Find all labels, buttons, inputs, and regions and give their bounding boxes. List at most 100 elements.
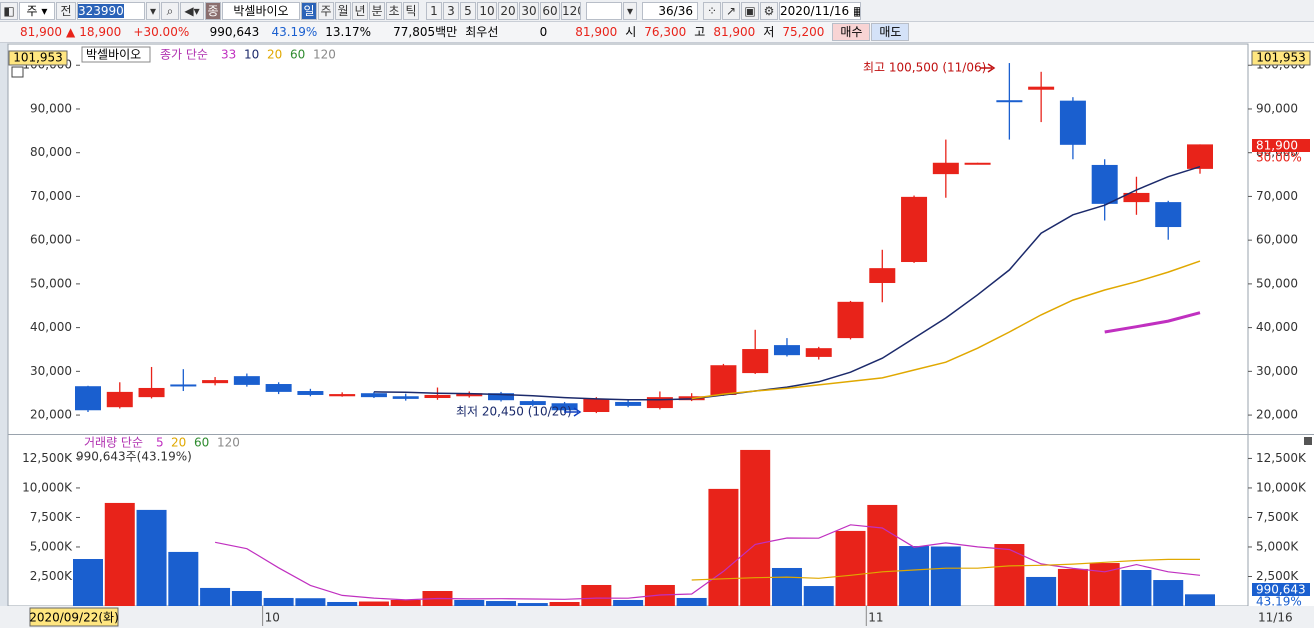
candle-body [1059, 100, 1086, 145]
volume-bar [1185, 594, 1215, 606]
legend-entry: 120 [313, 48, 336, 62]
candle-body [805, 348, 832, 357]
y-tick-label: 60,000 [30, 233, 72, 247]
code-dropdown[interactable]: ▾ [146, 1, 160, 20]
cursor-date-box [29, 607, 119, 627]
save-icon[interactable]: ▣ [741, 1, 759, 20]
volume-bar [358, 601, 389, 606]
sell-button[interactable]: 매도 [871, 23, 910, 41]
candle-body [1187, 144, 1213, 169]
change-tag: 30.00% [1256, 151, 1302, 165]
candle-body [456, 393, 483, 397]
blank-select[interactable] [586, 1, 622, 20]
period-button[interactable]: 일 [301, 1, 317, 20]
y-tick-label: 70,000 [30, 189, 72, 203]
stock-title: 박셀바이오 [86, 48, 141, 62]
y-tick-label: 20,000 [1256, 408, 1298, 422]
period-button[interactable]: 주 [318, 1, 334, 20]
low-annotation: 최저 20,450 (10/20) [456, 405, 572, 419]
interval-button[interactable]: 10 [477, 1, 497, 20]
volume-bar [708, 488, 739, 606]
candle-body [710, 365, 737, 395]
legend-entry: 60 [290, 48, 305, 62]
candle-body [233, 376, 260, 385]
code-input[interactable]: 323990 [77, 1, 145, 20]
volume-ratio: 43.19% [271, 25, 318, 39]
volume-panel: 2,500K 2,500K 5,000K 5,000K 7,500K 7,500K 10,0… [22, 436, 1307, 606]
interval-button[interactable]: 5 [460, 1, 476, 20]
volume-bar [327, 601, 358, 606]
y-tick-label: 30,000 [30, 364, 72, 378]
panel-close[interactable] [1304, 437, 1312, 445]
volume-bar [1057, 568, 1088, 606]
volume-bar [390, 599, 421, 606]
open: 76,300 [644, 25, 687, 39]
interval-group: 13510203060120 [426, 1, 582, 20]
volume-bar [771, 567, 802, 606]
volume-bar [613, 599, 644, 606]
best-price: 81,900 [575, 25, 618, 39]
volume-bar [231, 591, 262, 606]
background [0, 43, 1314, 628]
tool-icon[interactable]: ↗ [722, 1, 740, 20]
interval-button[interactable]: 30 [519, 1, 539, 20]
y-tick-label: 20,000 [30, 408, 72, 422]
period-button[interactable]: 년 [352, 1, 368, 20]
period-button[interactable]: 초 [386, 1, 402, 20]
tool-icon[interactable]: ⁘ [703, 1, 721, 20]
period-button[interactable]: 분 [369, 1, 385, 20]
period-button[interactable]: 월 [335, 1, 351, 20]
candle-body [519, 401, 546, 406]
scope-button[interactable]: 전 [56, 1, 76, 20]
y-tick-label: 90,000 [30, 101, 72, 115]
mode-select[interactable]: 주 ▾ [19, 1, 55, 20]
settings-icon[interactable]: ⚙ [760, 1, 778, 20]
price-tag-box [1252, 139, 1310, 152]
candle-body [996, 100, 1023, 103]
buy-button[interactable]: 매수 [832, 23, 871, 41]
sound-button[interactable]: ◀▾ [180, 1, 204, 20]
ma-line [691, 260, 1201, 400]
high-label: 고 [694, 25, 706, 39]
search-button[interactable]: ⌕ [161, 1, 179, 20]
interval-button[interactable]: 1 [426, 1, 442, 20]
y-tick-label: 30,000 [1256, 364, 1298, 378]
table-icon[interactable] [11, 66, 24, 78]
y-tick-label: 40,000 [30, 320, 72, 334]
x-tick-label: 2020/09/22(화) [29, 611, 119, 625]
candle-body [646, 397, 673, 409]
candle-body [1155, 202, 1182, 228]
menu-icon[interactable]: ◧ [0, 1, 18, 20]
y-tick-label: 40,000 [1256, 320, 1298, 334]
volume-bar [1153, 580, 1184, 606]
up-arrow: ▲ [66, 25, 76, 39]
price-tag: 81,900 [1256, 139, 1298, 153]
legend-prefix: 거래량 단순 [84, 436, 143, 450]
interval-button[interactable]: 3 [443, 1, 459, 20]
x-tick-label: 11 [868, 611, 883, 625]
volume-bar [803, 586, 834, 606]
volume-bar [549, 601, 580, 606]
cursor-box-right [1251, 50, 1311, 66]
low-label: 저 [763, 25, 775, 39]
blank-dropdown[interactable]: ▾ [623, 1, 637, 20]
candle-body [773, 345, 800, 356]
cursor-value-left: 101,953 [13, 51, 63, 65]
interval-button[interactable]: 20 [498, 1, 518, 20]
interval-button[interactable]: 60 [540, 1, 560, 20]
stock-name: 박셀바이오 [222, 1, 300, 20]
chart: 20,000 20,000 30,000 30,000 40,000 40,000 50,0… [0, 43, 1314, 628]
high-annotation: 최고 100,500 (11/06) [863, 61, 986, 75]
date-input[interactable]: 2020/11/16 ▦ [779, 1, 861, 20]
x-axis-band [0, 606, 1314, 628]
volume-bar [1121, 569, 1152, 606]
stock-icon[interactable]: 종 [205, 1, 221, 20]
interval-button[interactable]: 120 [561, 1, 581, 20]
title-box [81, 46, 151, 63]
legend-entry: 60 [194, 436, 209, 450]
period-button[interactable]: 틱 [403, 1, 419, 20]
legend-entry: 33 [221, 48, 236, 62]
low: 75,200 [782, 25, 825, 39]
